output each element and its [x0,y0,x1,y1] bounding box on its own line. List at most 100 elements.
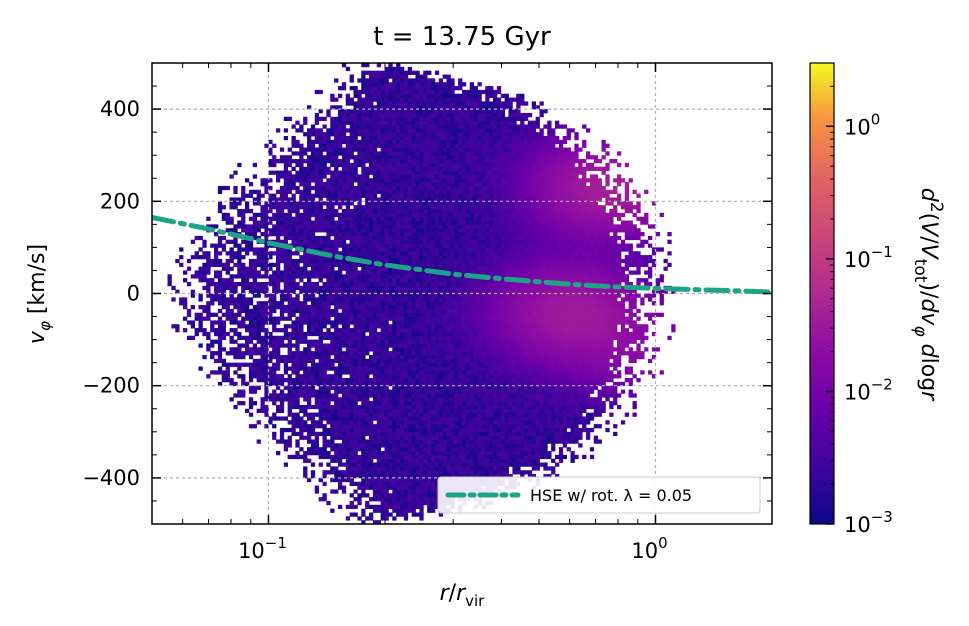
heatmap-cell [260,354,265,360]
heatmap-cell [233,289,238,294]
heatmap-cell [392,427,397,433]
heatmap-cell [322,378,327,383]
heatmap-cell [295,397,300,402]
heatmap-cell [431,404,436,410]
heatmap-cell [411,193,416,198]
heatmap-cell [272,370,277,375]
heatmap-cell [303,351,308,356]
heatmap-cell [411,331,416,337]
heatmap-cell [403,431,409,437]
heatmap-cell [415,208,420,214]
heatmap-cell [357,470,362,475]
heatmap-cell [403,474,409,479]
heatmap-cell [341,289,347,294]
heatmap-cell [268,185,273,191]
heatmap-cell [380,101,385,106]
heatmap-cell [248,193,254,198]
heatmap-cell [341,255,347,260]
heatmap-cell [384,335,389,340]
heatmap-cell [248,370,254,375]
heatmap-cell [403,408,409,413]
heatmap-cell [427,89,432,95]
heatmap-cell [248,331,254,337]
heatmap-cell [411,247,416,252]
heatmap-cell [369,297,374,302]
heatmap-cell [303,258,308,264]
heatmap-cell [276,374,281,379]
heatmap-cell [427,439,432,444]
heatmap-cell [245,278,250,283]
heatmap-cell [326,389,331,394]
heatmap-cell [407,120,413,125]
heatmap-cell [434,220,440,225]
heatmap-cell [299,305,304,310]
heatmap-cell [338,93,343,98]
heatmap-cell [442,404,447,410]
heatmap-cell [438,408,444,413]
heatmap-cell [415,109,420,114]
heatmap-cell [353,416,358,421]
heatmap-cell [407,224,413,229]
heatmap-cell [291,393,296,398]
heatmap-cell [291,270,296,275]
heatmap-cell [272,216,277,221]
heatmap-cell [326,308,331,314]
heatmap-cell [353,297,358,302]
heatmap-cell [415,216,420,221]
heatmap-cell [279,239,285,244]
heatmap-cell [419,162,424,168]
heatmap-cell [400,328,405,333]
heatmap-cell [392,216,397,221]
heatmap-cell [365,63,370,68]
heatmap-cell [388,504,393,510]
heatmap-cell [407,189,413,195]
heatmap-cell [326,109,331,114]
heatmap-cell [310,351,316,356]
heatmap-cell [214,297,219,302]
heatmap-cell [380,358,385,364]
heatmap-cell [303,189,308,195]
heatmap-cell [260,305,265,310]
heatmap-cell [411,443,416,448]
heatmap-cell [310,312,316,317]
heatmap-cell [295,331,300,337]
heatmap-cell [411,270,416,275]
heatmap-cell [384,166,389,171]
heatmap-cell [307,208,312,214]
heatmap-cell [334,393,339,398]
heatmap-cell [307,166,312,171]
heatmap-cell [299,143,304,148]
heatmap-cell [407,358,413,364]
heatmap-cell [276,335,281,340]
heatmap-cell [260,274,265,279]
heatmap-cell [376,78,382,83]
heatmap-cell [202,285,207,291]
heatmap-cell [276,178,281,183]
heatmap-cell [438,474,444,479]
heatmap-cell [338,378,343,383]
heatmap-cell [260,374,265,379]
heatmap-cell [268,416,273,421]
heatmap-cell [299,362,304,367]
heatmap-cell [345,143,351,148]
heatmap-cell [423,374,428,379]
heatmap-cell [388,147,393,152]
heatmap-cell [403,443,409,448]
heatmap-cell [237,401,242,406]
heatmap-cell [291,412,296,417]
heatmap-cell [357,239,362,244]
heatmap-cell [423,301,428,306]
heatmap-cell [283,462,289,467]
heatmap-cell [419,239,424,244]
heatmap-cell [357,474,362,479]
heatmap-cell [372,389,378,394]
heatmap-cell [198,305,203,310]
heatmap-cell [427,451,432,456]
heatmap-cell [419,116,424,122]
heatmap-cell [353,224,358,229]
heatmap-cell [357,247,362,252]
heatmap-cell [415,447,420,452]
heatmap-cell [411,374,416,379]
heatmap-cell [334,274,339,279]
heatmap-cell [252,224,258,229]
